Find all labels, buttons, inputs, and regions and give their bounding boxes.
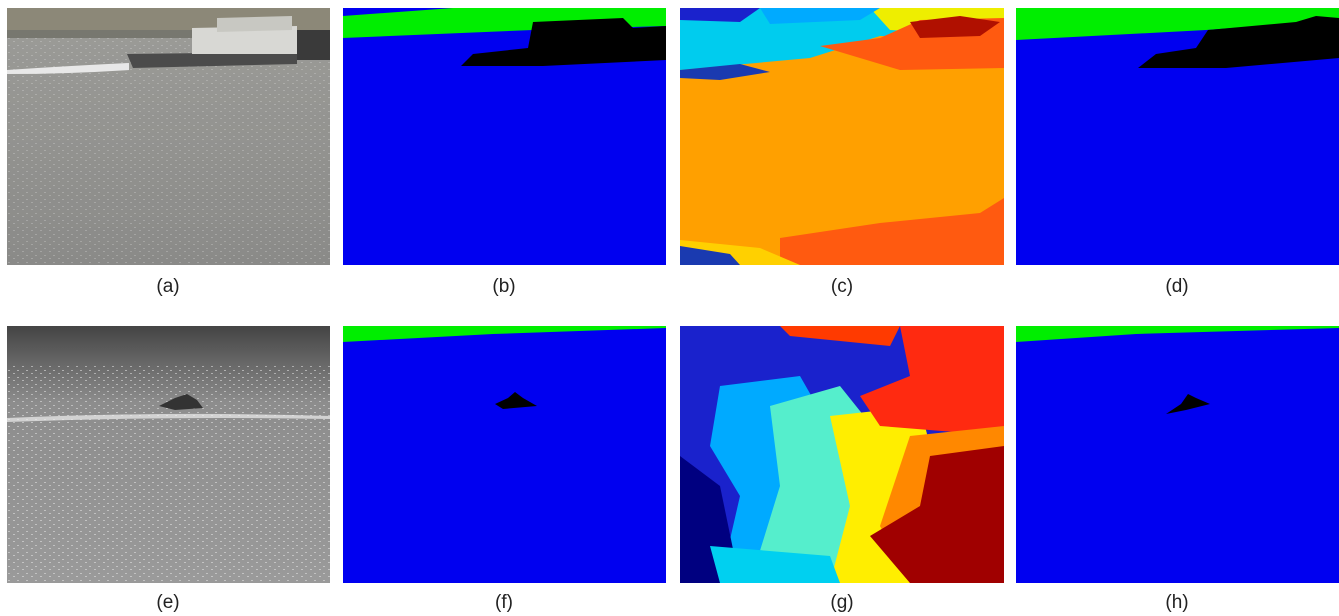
panel-caption: (b) — [492, 276, 515, 297]
segmentation-panel — [343, 8, 666, 265]
photo-panel — [7, 8, 330, 265]
segmentation-panel — [1016, 8, 1339, 265]
panel-caption: (d) — [1165, 276, 1188, 297]
superpixel-panel — [680, 8, 1004, 265]
panel-caption: (a) — [156, 276, 179, 297]
panel-caption: (f) — [495, 592, 513, 613]
superpixel-panel — [680, 326, 1004, 583]
panel-caption: (h) — [1165, 592, 1188, 613]
panel-caption: (g) — [830, 592, 853, 613]
segmentation-panel — [1016, 326, 1339, 583]
panel-caption: (e) — [156, 592, 179, 613]
photo-panel — [7, 326, 330, 583]
panel-caption: (c) — [831, 276, 853, 297]
segmentation-panel — [343, 326, 666, 583]
